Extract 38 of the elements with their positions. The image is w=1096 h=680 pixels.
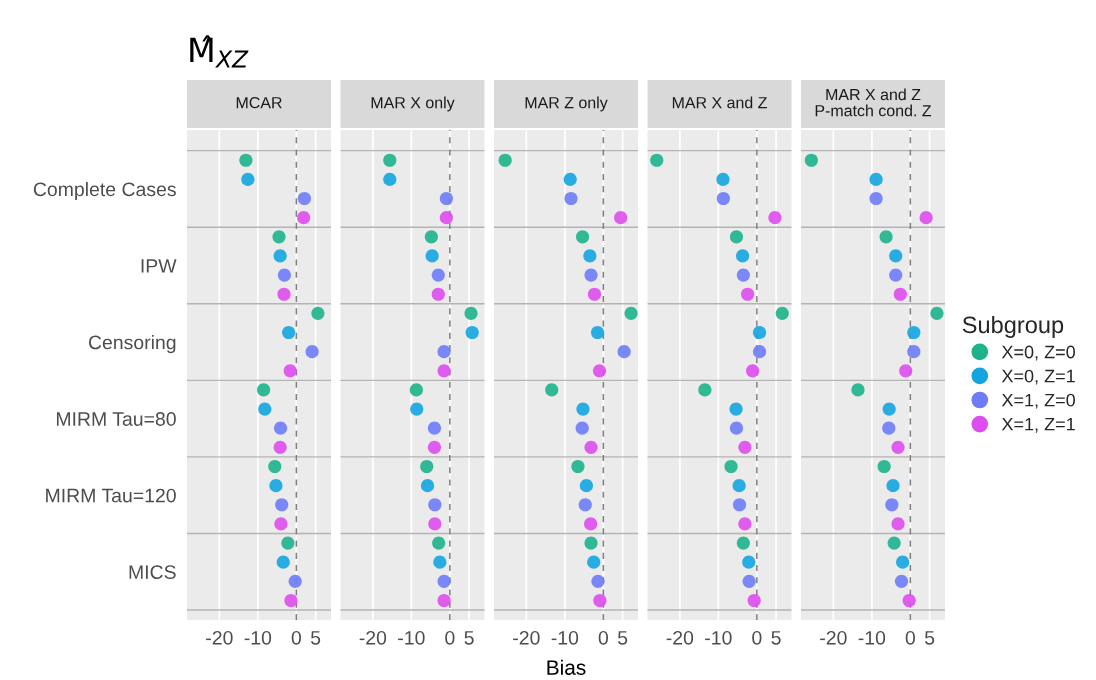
y-tick-label: IPW	[141, 259, 177, 273]
x-tick-label: 5	[464, 631, 474, 645]
legend-title: Subgroup	[962, 315, 1064, 338]
chart-subtitle: MAR X only	[371, 96, 455, 112]
x-tick-label: 0	[291, 630, 301, 645]
x-tick-label: -20	[359, 630, 387, 645]
y-tick-label: Complete Cases	[33, 181, 176, 201]
x-tick-label: 5	[924, 631, 935, 645]
x-tick-label: -20	[820, 630, 847, 645]
x-tick-label: -10	[705, 630, 732, 645]
chart-subtitle: MAR Z only	[525, 96, 608, 112]
x-tick-label: 0	[752, 630, 762, 645]
legend-label: X=0, Z=0	[1001, 345, 1076, 361]
legend-label: X=1, Z=1	[1001, 417, 1075, 433]
chart-title: M̂$_{XZ}$	[190, 35, 249, 68]
x-tick-label: -20	[206, 630, 233, 645]
x-tick-label: 0	[905, 630, 915, 645]
chart-subtitle: MAR X and Z P-match cond. Z	[815, 88, 932, 117]
y-tick-label: MIRM Tau=120	[46, 488, 176, 503]
y-tick-label: MIRM Tau=80	[56, 412, 176, 426]
x-tick-label: 0	[598, 630, 608, 645]
legend-label: X=1, Z=0	[1001, 393, 1076, 409]
chart-subtitle: MCAR	[236, 96, 282, 109]
x-tick-label: 5	[771, 631, 781, 645]
x-tick-label: -20	[666, 630, 694, 645]
legend-label: X=0, Z=1	[1001, 369, 1075, 385]
x-tick-label: -10	[398, 630, 425, 645]
x-tick-label: -10	[858, 630, 886, 645]
x-tick-label: -20	[513, 630, 540, 645]
y-tick-label: Censoring	[88, 335, 176, 354]
x-tick-label: 5	[310, 631, 321, 645]
x-tick-label: -10	[244, 630, 272, 645]
x-tick-label: -10	[551, 630, 579, 645]
x-tick-label: 5	[617, 631, 628, 645]
chart-subtitle: MAR X and Z	[672, 96, 767, 109]
x-tick-label: 0	[445, 630, 455, 645]
y-tick-label: MICS	[129, 565, 176, 579]
x-axis-title: Bias	[547, 659, 586, 675]
